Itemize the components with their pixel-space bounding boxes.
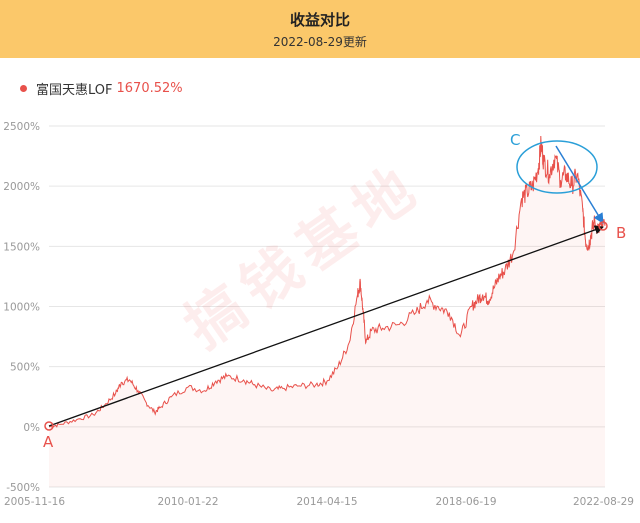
gridlines	[49, 125, 605, 488]
label-a: A	[43, 433, 54, 451]
y-tick-label: -500%	[6, 482, 40, 494]
x-axis: 2005-11-16 2010-01-22 2014-04-15 2018-06-19…	[4, 496, 634, 508]
legend-series-value: 1670.52%	[116, 80, 183, 96]
legend[interactable]: 富国天惠LOF 1670.52%	[20, 79, 183, 98]
x-tick-label: 2022-08-29	[573, 496, 634, 508]
x-tick-label: 2018-06-19	[435, 496, 496, 508]
update-date: 2022-08-29更新	[273, 35, 367, 49]
annotations-group: A B C	[43, 131, 626, 451]
series-line	[48, 135, 606, 429]
label-c: C	[510, 131, 520, 149]
drawdown-arrow	[555, 145, 604, 224]
y-tick-label: 1000%	[3, 302, 40, 314]
point-b-marker	[598, 221, 608, 231]
x-tick-label: 2005-11-16	[4, 496, 65, 508]
label-b: B	[616, 224, 626, 242]
series-group	[48, 135, 606, 487]
y-axis: -500% 0% 500% 1000% 1500% 2000% 2500%	[3, 121, 40, 494]
x-tick-label: 2014-04-15	[296, 496, 357, 508]
y-tick-label: 500%	[10, 362, 40, 374]
chart-title: 收益对比	[289, 11, 350, 29]
trend-arrow-a-b	[48, 225, 604, 427]
peak-ellipse-c	[516, 140, 598, 194]
y-tick-label: 2000%	[3, 181, 40, 193]
y-tick-label: 1500%	[3, 241, 40, 253]
legend-series-name: 富国天惠LOF	[36, 82, 113, 98]
series-area	[49, 136, 605, 487]
x-tick-label: 2010-01-22	[157, 496, 218, 508]
legend-dot-icon	[20, 84, 27, 92]
point-a-marker	[44, 421, 54, 431]
y-tick-label: 0%	[23, 422, 40, 434]
chart-header: 收益对比 2022-08-29更新	[0, 0, 640, 58]
y-tick-label: 2500%	[3, 121, 40, 133]
